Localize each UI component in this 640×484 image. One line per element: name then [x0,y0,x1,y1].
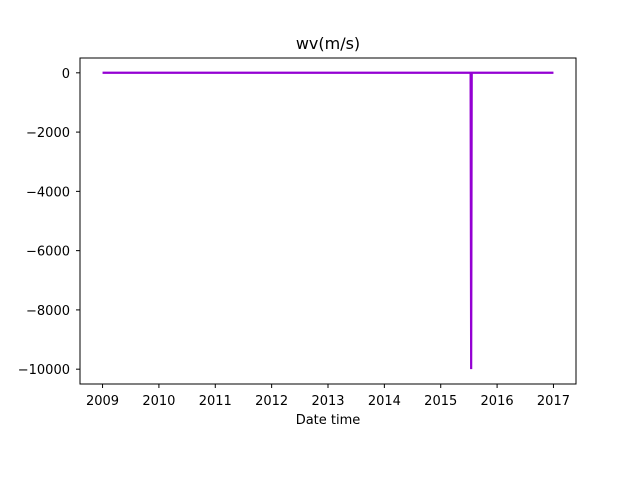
x-tick-label: 2012 [255,394,288,409]
x-tick-label: 2009 [86,394,119,409]
y-tick-label: −8000 [26,304,70,319]
y-tick-label: −6000 [26,245,70,260]
x-tick-label: 2013 [311,394,344,409]
x-tick-label: 2016 [481,394,514,409]
y-tick-label: −4000 [26,185,70,200]
y-tick-label: −10000 [18,363,70,378]
series-line-0 [102,71,554,370]
y-tick-label: −2000 [26,126,70,141]
y-tick-label: 0 [62,67,70,82]
x-tick-label: 2017 [537,394,570,409]
x-tick-label: 2010 [142,394,175,409]
x-tick-label: 2014 [368,394,401,409]
y-axis: 0 −2000 −4000 −6000 −8000 −10000 [18,67,80,378]
chart-title: wv(m/s) [296,34,360,53]
x-tick-label: 2015 [424,394,457,409]
x-tick-label: 2011 [199,394,232,409]
x-axis-label: Date time [296,413,361,428]
x-axis: 2009 2010 2011 2012 2013 2014 2015 2016 2017 [86,384,570,409]
